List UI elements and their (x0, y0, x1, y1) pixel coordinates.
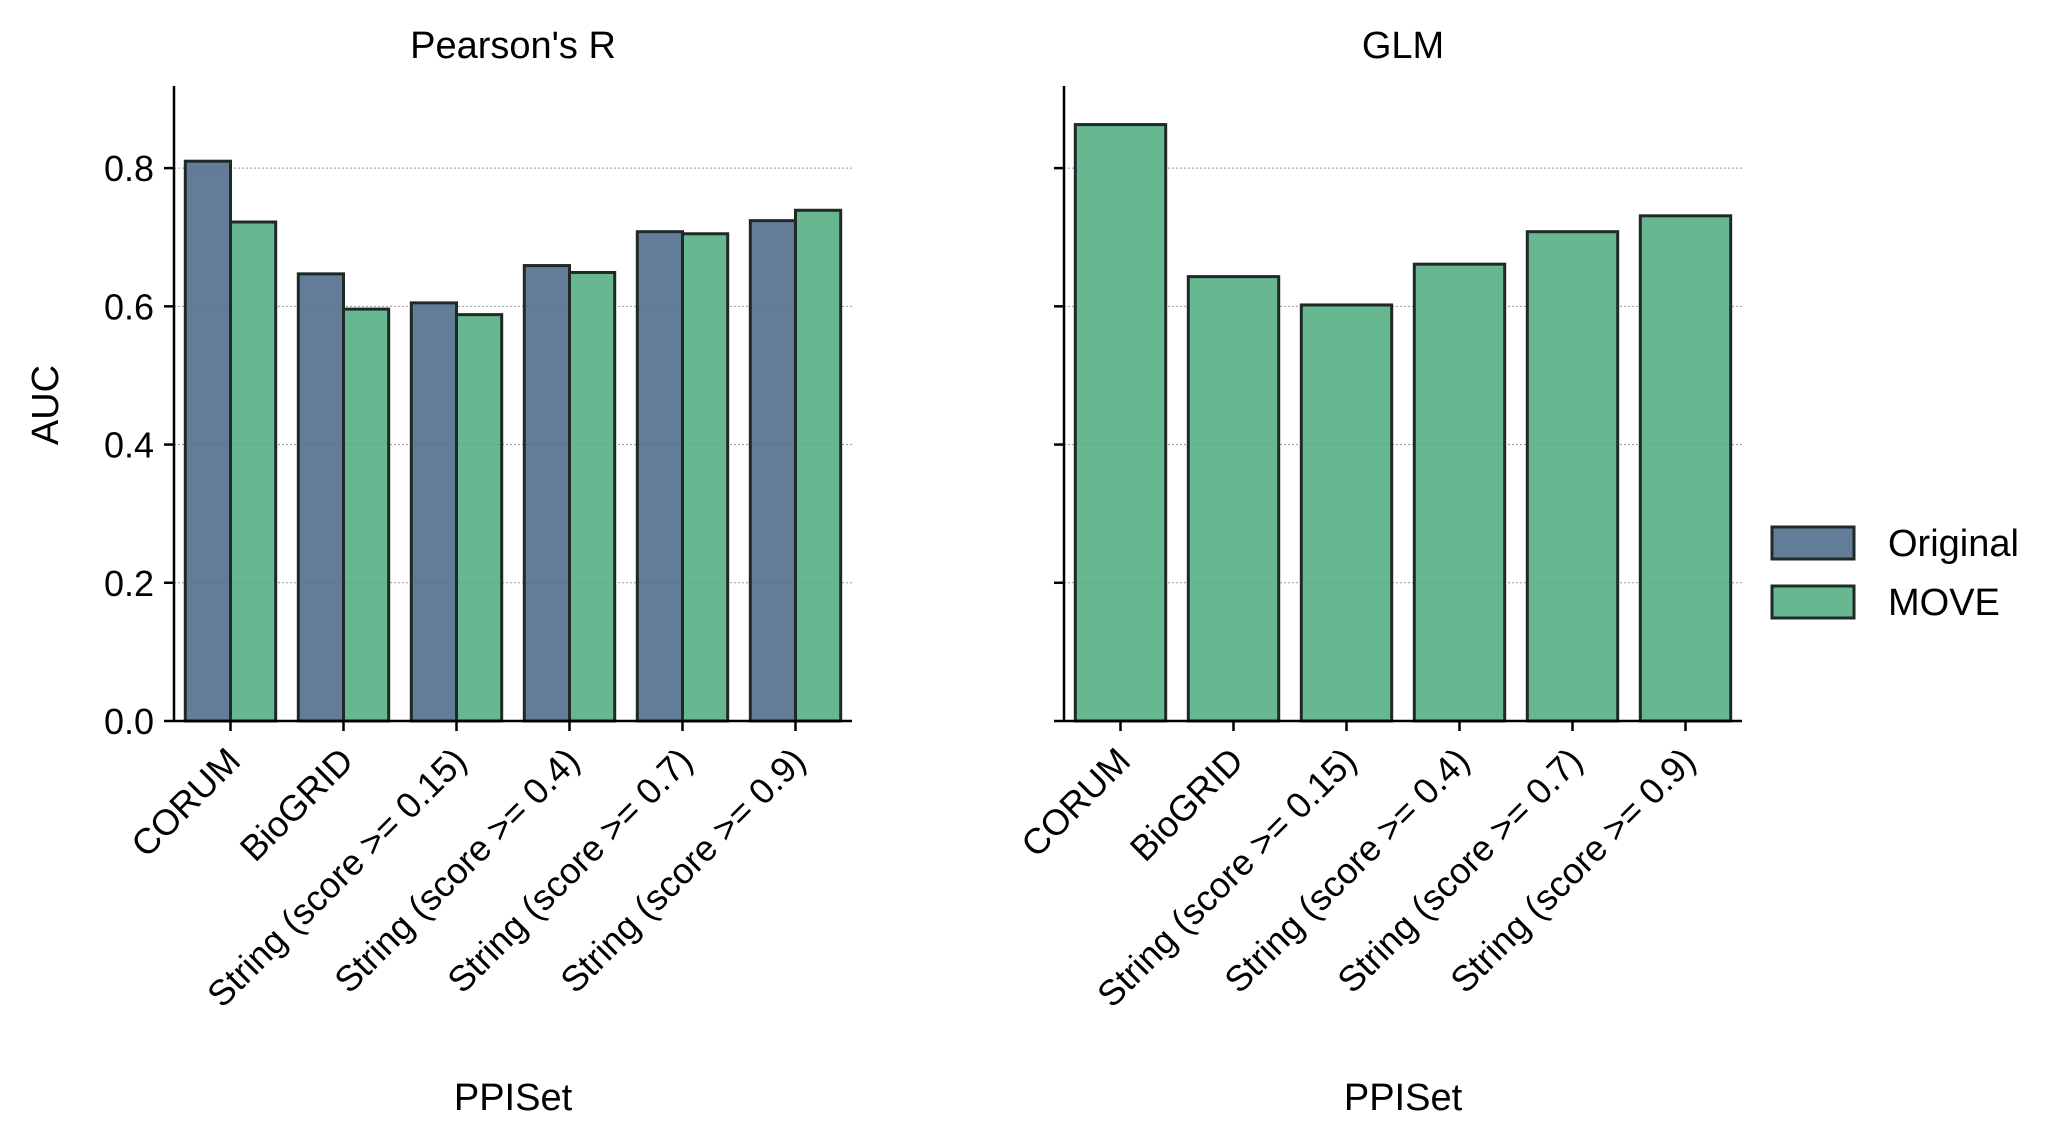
legend-swatch-move (1770, 584, 1856, 620)
x-axis-label: PPISet (454, 1077, 573, 1119)
y-tick-label: 0.0 (104, 701, 154, 742)
bar-move-4 (681, 232, 730, 723)
bar-move-0 (229, 220, 278, 723)
bar-move-4 (1525, 230, 1620, 723)
bar-move-2 (1299, 303, 1394, 723)
bar-move-1 (1186, 275, 1281, 723)
bar-move-3 (1412, 262, 1507, 723)
bar-move-2 (455, 313, 504, 723)
y-tick-label: 0.4 (104, 425, 154, 466)
y-tick-label: 0.2 (104, 563, 154, 604)
bar-original-0 (183, 159, 233, 723)
legend-swatch-original (1770, 525, 1856, 561)
bar-original-1 (296, 272, 345, 723)
bar-original-2 (409, 301, 458, 723)
x-tick-label: CORUM (123, 740, 248, 865)
bar-move-3 (568, 270, 617, 723)
panel-title: GLM (1362, 25, 1444, 67)
legend: Original MOVE (1770, 523, 2019, 624)
bar-move-5 (794, 208, 843, 723)
legend-label: MOVE (1888, 582, 2000, 624)
bar-move-0 (1073, 123, 1168, 723)
bar-move-1 (342, 307, 391, 723)
bar-original-3 (522, 264, 571, 723)
x-axis-label: PPISet (1344, 1077, 1463, 1119)
bar-original-5 (748, 219, 797, 723)
bar-move-5 (1638, 214, 1733, 723)
y-tick-label: 0.8 (104, 148, 154, 189)
bar-original-4 (635, 230, 684, 723)
x-tick-label: CORUM (1013, 740, 1138, 865)
legend-label: Original (1888, 523, 2019, 565)
y-axis-label: AUC (25, 365, 67, 445)
panel-title: Pearson's R (410, 25, 616, 67)
y-tick-label: 0.6 (104, 286, 154, 327)
